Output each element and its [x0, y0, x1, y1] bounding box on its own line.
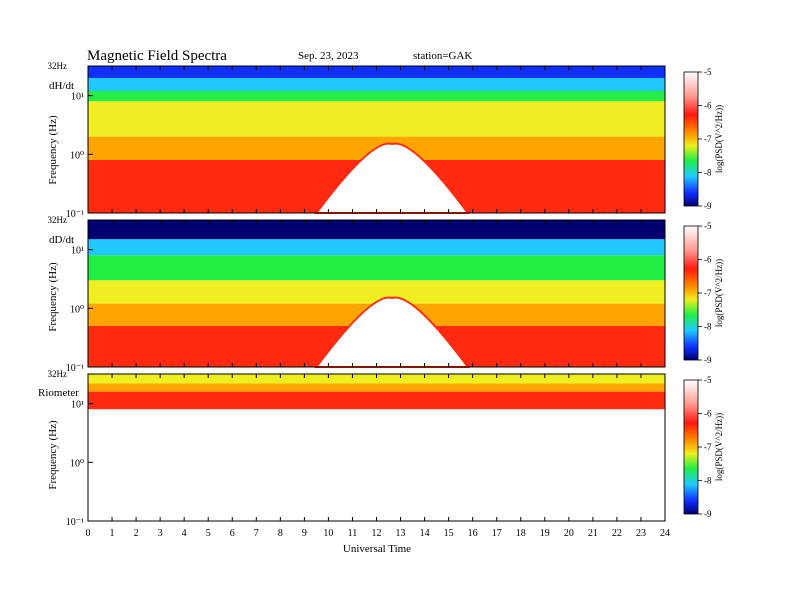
date-label: Sep. 23, 2023: [298, 50, 359, 62]
y-tick-label: 10⁰: [70, 458, 84, 469]
colorbar-tick-label: -5: [704, 221, 712, 231]
xticks-dd-dt: [87, 220, 666, 367]
x-tick-label: 10: [323, 528, 333, 539]
spectral-band: [88, 409, 665, 521]
y-tick-label: 10¹: [71, 400, 84, 411]
colorbar-dd-dt: -5 -6 -7 -8 -9 log(PSD(V^2/Hz)): [683, 221, 724, 365]
colorbar-dh-dt: -5 -6 -7 -8 -9 log(PSD(V^2/Hz)): [683, 67, 724, 211]
colorbar-label-dd-dt: log(PSD(V^2/Hz)): [714, 259, 724, 327]
ylabel-dd-dt: Frequency (Hz): [47, 262, 59, 332]
station-label: station=GAK: [413, 50, 472, 62]
x-tick-label: 22: [612, 528, 622, 539]
x-tick-label: 17: [492, 528, 502, 539]
x-tick-label: 16: [468, 528, 478, 539]
x-tick-label: 0: [86, 528, 91, 539]
panel-label-riometer: Riometer: [38, 387, 79, 399]
colorbar-riometer: -5 -6 -7 -8 -9 log(PSD(V^2/Hz)): [683, 375, 724, 519]
spectral-band: [88, 90, 665, 102]
xticks-dh-dt: [87, 66, 666, 213]
colorbar-tick-label: -5: [704, 375, 712, 385]
spectral-band: [88, 101, 665, 137]
xaxis-label: Universal Time: [343, 543, 411, 555]
x-tick-label: 7: [254, 528, 259, 539]
y-tick-label: 10⁰: [70, 304, 84, 315]
x-tick-label: 15: [444, 528, 454, 539]
x-tick-label: 20: [564, 528, 574, 539]
top-label-dh-dt: 32Hz: [48, 61, 68, 71]
x-tick-label: 1: [110, 528, 115, 539]
quiet-region: [314, 296, 470, 368]
yticks-dh-dt: 10⁻¹ 10⁰ 10¹: [66, 92, 93, 220]
x-tick-label: 23: [636, 528, 646, 539]
spectral-band: [88, 280, 665, 304]
y-tick-label: 10⁻¹: [66, 209, 84, 220]
colorbar-tick-label: -7: [704, 442, 712, 452]
y-tick-label: 10⁻¹: [66, 363, 84, 374]
panel-label-dd-dt: dD/dt: [49, 234, 74, 246]
x-tick-label: 5: [206, 528, 211, 539]
x-tick-label: 13: [396, 528, 406, 539]
colorbar-tick-label: -5: [704, 67, 712, 77]
spectral-band: [88, 239, 665, 256]
ylabel-dh-dt: Frequency (Hz): [47, 115, 59, 185]
spectral-band: [88, 391, 665, 410]
x-tick-label: 24: [660, 528, 670, 539]
spectral-band: [88, 220, 665, 240]
colorbar-tick-label: -8: [704, 322, 712, 332]
quiet-region: [314, 142, 470, 214]
y-tick-label: 10⁰: [70, 150, 84, 161]
panel-riometer: Riometer 32Hz Frequency (Hz) 10⁻¹10⁰10¹ …: [38, 369, 724, 539]
colorbar-label-dh-dt: log(PSD(V^2/Hz)): [714, 105, 724, 173]
x-tick-label: 11: [348, 528, 358, 539]
top-label-riometer: 32Hz: [48, 369, 68, 379]
panel-label-dh-dt: dH/dt: [49, 80, 74, 92]
colorbar-tick-label: -9: [704, 355, 712, 365]
heatmap-dd-dt: [88, 220, 665, 368]
heatmap-dh-dt: [88, 66, 665, 214]
colorbar-tick-label: -7: [704, 134, 712, 144]
colorbar-tick-label: -7: [704, 288, 712, 298]
x-tick-label: 18: [516, 528, 526, 539]
colorbar-tick-label: -6: [704, 409, 712, 419]
spectral-band: [88, 77, 665, 91]
x-tick-label: 21: [588, 528, 598, 539]
colorbar-tick-label: -6: [704, 255, 712, 265]
heatmap-riometer: [88, 374, 665, 521]
x-tick-label: 14: [420, 528, 430, 539]
y-tick-label: 10⁻¹: [66, 517, 84, 528]
colorbar-tick-label: -8: [704, 476, 712, 486]
x-tick-label: 2: [134, 528, 139, 539]
colorbar-label-riometer: log(PSD(V^2/Hz)): [714, 413, 724, 481]
top-label-dd-dt: 32Hz: [48, 215, 68, 225]
y-tick-label: 10¹: [71, 92, 84, 103]
spectral-band: [88, 374, 665, 384]
yticks-riometer: 10⁻¹ 10⁰ 10¹: [66, 400, 93, 528]
colorbar-tick-label: -9: [704, 509, 712, 519]
yticks-dd-dt: 10⁻¹ 10⁰ 10¹: [66, 246, 93, 374]
x-tick-label: 4: [182, 528, 187, 539]
ylabel-riometer: Frequency (Hz): [47, 420, 59, 490]
colorbar-tick-label: -9: [704, 201, 712, 211]
spectral-band: [88, 66, 665, 78]
x-tick-label: 12: [372, 528, 382, 539]
x-tick-label: 19: [540, 528, 550, 539]
figure-title: Magnetic Field Spectra: [87, 48, 227, 64]
spectral-band: [88, 383, 665, 392]
x-tick-label: 3: [158, 528, 163, 539]
spectral-band: [88, 255, 665, 281]
x-tick-label: 8: [278, 528, 283, 539]
x-tick-label: 6: [230, 528, 235, 539]
x-tick-label: 9: [302, 528, 307, 539]
colorbar-tick-label: -6: [704, 101, 712, 111]
colorbar-tick-label: -8: [704, 168, 712, 178]
y-tick-label: 10¹: [71, 246, 84, 257]
xticks-riometer: 0 1 2 3 4 5 6 7 8 9 10 11 12 13 14 15 16 17 18 19 20 21 22 23 24: [86, 374, 670, 539]
